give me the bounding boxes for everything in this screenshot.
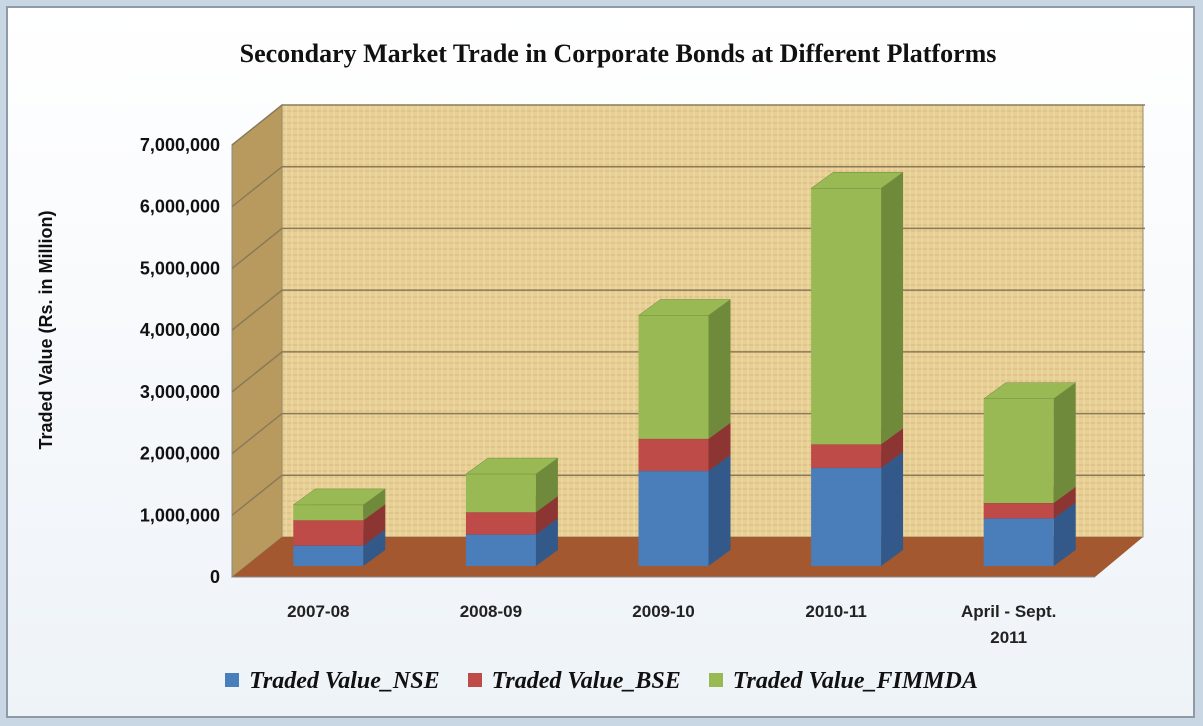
x-tick-label: 2008-09 [459, 602, 523, 621]
bar-side [363, 488, 386, 521]
x-tick-label: April - Sept. 2011 [960, 602, 1057, 647]
bar-side [363, 504, 386, 546]
chart-title: Secondary Market Trade in Corporate Bond… [240, 39, 997, 68]
y-tick-label: 2,000,000 [140, 444, 220, 464]
bar-side [881, 172, 904, 445]
y-tick-label: 0 [210, 567, 220, 587]
legend-label: Traded Value_NSE [249, 668, 440, 694]
bar-front [983, 518, 1054, 566]
x-tick-label: 2009-10 [632, 602, 695, 621]
bar [810, 172, 904, 445]
grid-line [231, 104, 1145, 146]
x-tick-label: 2007-08 [287, 602, 350, 621]
bar-front [811, 188, 882, 445]
bar-front [465, 534, 536, 566]
bar-front [638, 470, 709, 566]
legend-label: Traded Value_BSE [491, 668, 681, 694]
bar-front [293, 545, 364, 566]
bar-front [293, 520, 364, 546]
bar-front [983, 398, 1054, 504]
bar-front [811, 444, 882, 468]
bar-side [881, 428, 904, 468]
legend-swatch [225, 673, 240, 687]
bar [637, 299, 732, 439]
bar-front [638, 438, 709, 471]
side-wall [231, 103, 283, 579]
bar-side [1053, 382, 1076, 504]
bar-front [983, 503, 1054, 519]
bar [637, 454, 732, 566]
bar-front [465, 512, 536, 535]
legend-item: Traded Value_NSE [225, 668, 440, 695]
bar-side [535, 458, 558, 513]
y-tick-label: 3,000,000 [140, 382, 220, 402]
y-tick-label: 7,000,000 [140, 135, 220, 155]
grid-line [231, 165, 1145, 208]
y-axis-label: Traded Value (Rs. in Million) [36, 210, 56, 449]
legend-swatch [708, 673, 723, 687]
y-tick-label: 1,000,000 [140, 505, 220, 525]
bar-side [1053, 487, 1076, 519]
bar-side [881, 451, 904, 566]
y-tick-label: 4,000,000 [140, 320, 220, 340]
bar-side [535, 518, 558, 566]
bar-front [811, 467, 882, 566]
bar-front [465, 474, 536, 513]
bar [810, 451, 904, 566]
legend-label: Traded Value_FIMMDA [732, 668, 978, 694]
bar-top [637, 299, 732, 316]
bar-top [810, 172, 904, 189]
bar-side [1053, 502, 1076, 566]
bar-side [363, 529, 386, 566]
bar-front [638, 315, 709, 439]
y-tick-label: 5,000,000 [140, 258, 220, 278]
bar [465, 457, 559, 513]
bar-side [535, 496, 558, 535]
legend-item: Traded Value_BSE [467, 668, 681, 695]
bar-top [465, 457, 559, 475]
y-tick-label: 6,000,000 [140, 197, 220, 217]
bar-top [292, 488, 387, 506]
legend-swatch [467, 673, 482, 687]
bar-top [982, 382, 1077, 400]
legend: Traded Value_NSE Traded Value_BSE Traded V… [0, 668, 1203, 695]
bar-front [293, 504, 364, 521]
bar-side [708, 454, 731, 566]
bar-side [708, 299, 731, 439]
legend-item: Traded Value_FIMMDA [708, 668, 978, 695]
bar [292, 488, 387, 521]
bar [982, 382, 1077, 504]
x-tick-label: 2010-11 [805, 602, 867, 621]
